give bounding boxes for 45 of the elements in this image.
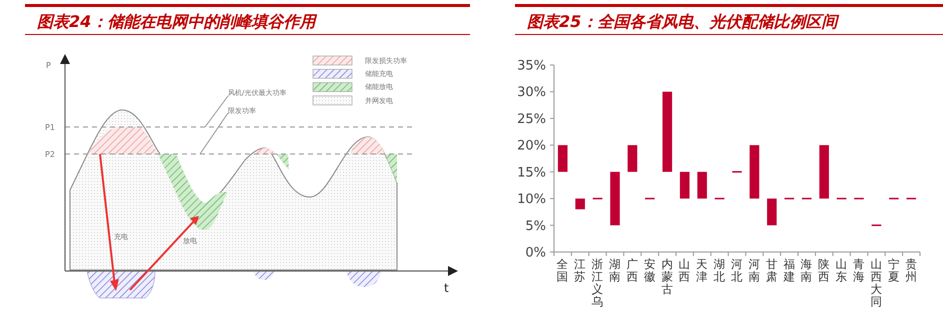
y-tick-label: 25% — [517, 112, 546, 127]
text: P2 — [45, 150, 55, 159]
bar — [767, 198, 777, 226]
x-tick-label: 湖南 — [609, 257, 621, 284]
y-tick-label: 0% — [525, 246, 546, 260]
x-tick-label: 福建 — [782, 257, 796, 284]
x-tick-label: 山东 — [836, 257, 848, 284]
y-tick-label: 5% — [525, 218, 546, 234]
x-tick-label: 山西 — [678, 257, 691, 284]
x-tick-label: 宁夏 — [888, 257, 900, 284]
bar — [750, 145, 760, 199]
bar — [558, 145, 568, 172]
x-tick-label: 湖北 — [714, 257, 726, 284]
x-tick-label: 内蒙古 — [661, 257, 674, 296]
x-tick-label: 河南 — [748, 257, 760, 284]
bar — [575, 198, 585, 210]
x-tick-label: 山西大同 — [870, 257, 882, 308]
text: 图表24：储能在电网中的削峰填谷作用 — [37, 12, 318, 31]
y-tick-label: 15% — [517, 165, 546, 180]
x-tick-label: 甘肃 — [766, 257, 778, 284]
bar — [819, 145, 829, 199]
bar — [628, 145, 638, 172]
bar — [697, 172, 707, 199]
text: P1 — [45, 123, 55, 132]
text: P — [46, 61, 51, 70]
x-tick-label: 海南 — [800, 257, 813, 284]
x-tick-label: 贵州 — [905, 257, 918, 284]
x-tick-label: 河北 — [731, 257, 743, 284]
y-tick-label: 35% — [517, 58, 546, 74]
y-tick-label: 10% — [517, 192, 546, 208]
x-tick-label: 全国 — [556, 257, 569, 284]
text: t — [444, 281, 449, 295]
bar — [610, 172, 620, 226]
bar — [680, 172, 690, 199]
y-tick-label: 20% — [517, 138, 546, 154]
y-tick-label: 30% — [517, 85, 546, 100]
x-tick-label: 广西 — [626, 257, 638, 284]
x-tick-label: 江苏 — [574, 257, 586, 284]
bar — [662, 92, 672, 172]
x-tick-label: 天津 — [696, 257, 708, 284]
x-tick-label: 安徽 — [644, 257, 656, 284]
chart-title: 图表25：全国各省风电、光伏配储比例区间 — [527, 12, 840, 31]
x-tick-label: 浙江义乌 — [592, 257, 604, 308]
x-tick-label: 陕西 — [818, 257, 830, 284]
x-tick-label: 青海 — [853, 257, 865, 284]
